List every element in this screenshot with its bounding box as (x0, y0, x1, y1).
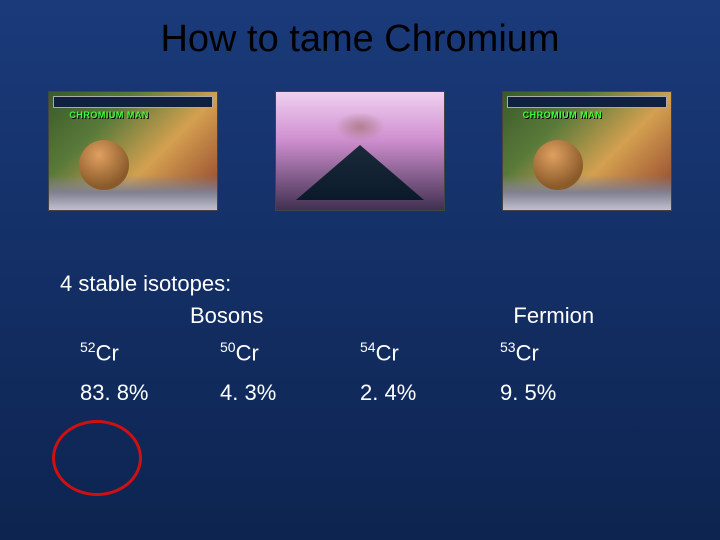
abundance-3: 9. 5% (500, 380, 650, 406)
symbol-0: Cr (96, 340, 119, 365)
isotope-table: 52Cr 50Cr 54Cr 53Cr 83. 8% 4. 3% 2. 4% 9… (80, 339, 680, 406)
comic-title-left: CHROMIUM MAN (69, 110, 197, 120)
image-left: CHROMIUM MAN (48, 91, 218, 211)
content-block: 4 stable isotopes: Bosons Fermion 52Cr 5… (0, 221, 720, 406)
abundance-2: 2. 4% (360, 380, 500, 406)
image-center (275, 91, 445, 211)
slide-title: How to tame Chromium (0, 0, 720, 71)
symbol-2: Cr (376, 340, 399, 365)
abundance-1: 4. 3% (220, 380, 360, 406)
highlight-ellipse (52, 420, 142, 496)
images-row: CHROMIUM MAN CHROMIUM MAN (0, 71, 720, 221)
abundance-0: 83. 8% (80, 380, 220, 406)
symbol-3: Cr (516, 340, 539, 365)
isotope-1: 50Cr (220, 339, 360, 366)
category-row: Bosons Fermion (60, 303, 680, 329)
intro-text: 4 stable isotopes: (60, 271, 680, 297)
isotope-2: 54Cr (360, 339, 500, 366)
comic-rubble-left (49, 175, 217, 210)
image-right: CHROMIUM MAN (502, 91, 672, 211)
symbol-1: Cr (236, 340, 259, 365)
comic-title-right: CHROMIUM MAN (523, 110, 651, 120)
bosons-label: Bosons (190, 303, 263, 329)
comic-rubble-right (503, 175, 671, 210)
mass-3: 53 (500, 339, 516, 355)
fermion-label: Fermion (513, 303, 594, 329)
mass-2: 54 (360, 339, 376, 355)
mass-0: 52 (80, 339, 96, 355)
isotope-3: 53Cr (500, 339, 650, 366)
isotope-0: 52Cr (80, 339, 220, 366)
mass-1: 50 (220, 339, 236, 355)
